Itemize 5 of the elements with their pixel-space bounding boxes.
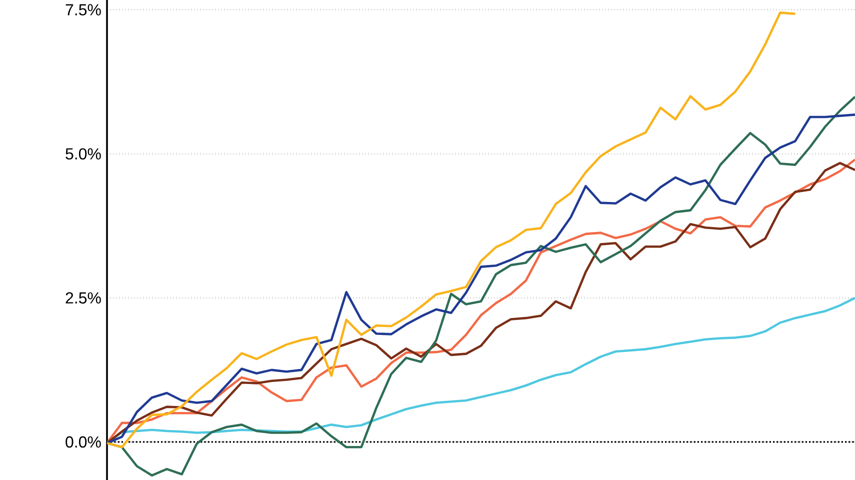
y-tick-label: 0.0% (66, 436, 101, 448)
y-tick-label: 2.5% (66, 292, 101, 304)
line-series (107, 12, 796, 448)
y-tick-label: 5.0% (66, 148, 101, 160)
y-tick-label: 7.5% (66, 4, 101, 16)
